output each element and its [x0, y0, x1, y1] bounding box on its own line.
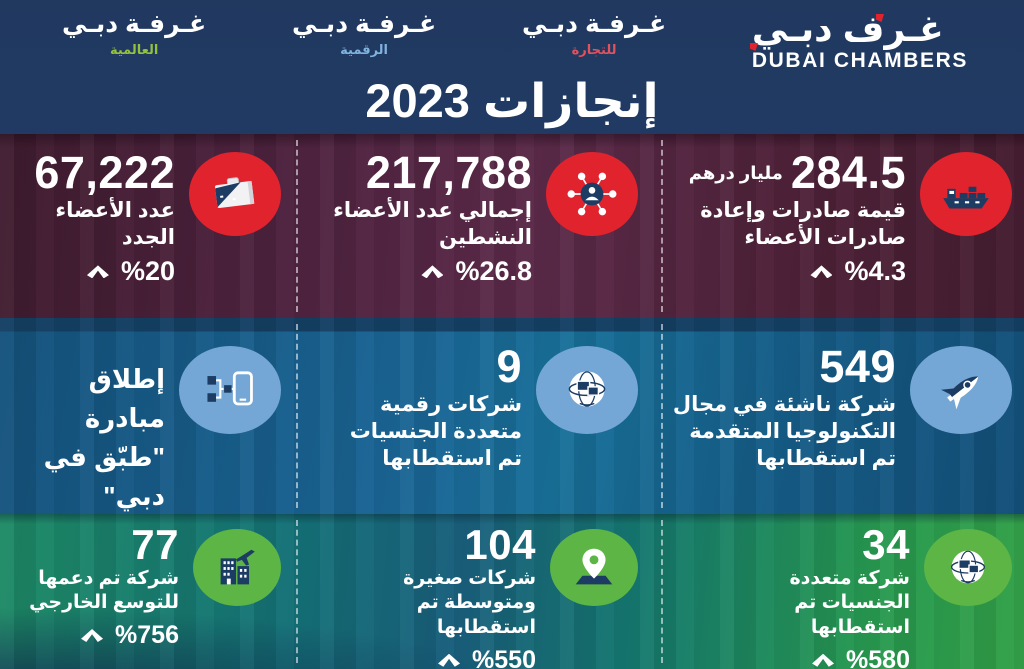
stat-value: 217,788	[365, 147, 532, 198]
change-percent: %20	[120, 256, 175, 287]
rocket-icon	[910, 346, 1012, 434]
stat-label: الجنسيات تم	[794, 592, 910, 614]
stat-value: 284.5	[790, 147, 906, 198]
column-divider	[296, 520, 298, 663]
change-indicator: %756	[29, 621, 179, 650]
change-indicator: %26.8	[333, 256, 532, 287]
change-percent: %26.8	[455, 256, 532, 287]
change-percent: %756	[115, 621, 179, 650]
row-membership: 67,222 عدد الأعضاء الجدد %20	[0, 134, 1024, 318]
stat-value: 104	[464, 521, 536, 568]
stat-label: عدد الأعضاء	[55, 198, 175, 222]
change-percent: %580	[846, 645, 910, 669]
logo-tagline: الرقمية	[340, 41, 389, 57]
logo-arabic-text: غـرف دبـي	[751, 8, 944, 49]
logo-dubai-chambers: غـرف دبـي DUBAI CHAMBERS	[749, 8, 968, 73]
stat-initiative: إطلاق مبادرة "طبّق في دبي"	[0, 318, 297, 514]
stat-active-members: 217,788 إجمالي عدد الأعضاء النشطين %26.8	[297, 134, 662, 318]
stat-value: 9	[496, 341, 522, 392]
logo-latin-text: DUBAI CHAMBERS	[749, 43, 968, 73]
stat-member-exports: 284.5 مليار درهم قيمة صادرات وإعادة صادر…	[662, 134, 1024, 318]
buildings-plane-icon	[193, 529, 281, 606]
page-title: إنجازات 2023	[365, 74, 659, 127]
chevron-up-icon	[421, 265, 444, 279]
stat-value-line: 284.5 مليار درهم	[688, 147, 906, 198]
stat-digital-companies: 9 شركات رقمية متعددة الجنسيات تم استقطاب…	[297, 318, 662, 514]
logo-red-accent-icon	[749, 43, 758, 51]
stat-unit: مليار درهم	[688, 162, 783, 183]
stat-label: شركة ناشئة في مجال	[672, 392, 896, 416]
column-divider	[661, 324, 663, 508]
stat-expansion-support: 77 شركة تم دعمها للتوسع الخارجي %756	[0, 514, 297, 669]
stat-label: للتوسع الخارجي	[29, 592, 179, 614]
cargo-ship-icon	[920, 152, 1012, 236]
stat-label: متعددة الجنسيات	[349, 420, 522, 444]
stat-label: تم استقطابها	[756, 447, 896, 471]
column-divider	[296, 324, 298, 508]
stat-label: شركات صغيرة	[403, 567, 536, 589]
stat-label: استقطابها	[810, 617, 910, 639]
stat-label: الجدد	[121, 226, 175, 250]
logo-arabic-text: غـرفـة دبـي	[521, 10, 667, 38]
stat-value: 549	[819, 341, 896, 392]
row-digital-economy: إطلاق مبادرة "طبّق في دبي" 9 شركات رقمية…	[0, 318, 1024, 514]
header: غـرفـة دبـي العالمية غـرفـة دبـي الرقمية…	[0, 0, 1024, 134]
column-divider	[661, 520, 663, 663]
stat-value: 67,222	[34, 147, 175, 198]
stat-label: شركة متعددة	[789, 567, 910, 589]
stat-tech-startups: 549 شركة ناشئة في مجال التكنولوجيا المتق…	[662, 318, 1024, 514]
globe-screens-icon	[924, 529, 1012, 606]
stat-value: 77	[131, 521, 179, 568]
network-icon	[546, 152, 638, 236]
stat-label: تم استقطابها	[382, 447, 522, 471]
change-percent: %4.3	[844, 256, 906, 287]
stat-label: التكنولوجيا المتقدمة	[689, 420, 896, 444]
stat-value: 34	[862, 521, 910, 568]
stat-new-members: 67,222 عدد الأعضاء الجدد %20	[0, 134, 297, 318]
stat-label: ومتوسطة تم	[416, 592, 536, 614]
logo-tagline: العالمية	[109, 41, 159, 57]
stat-smes-attracted: 104 شركات صغيرة ومتوسطة تم استقطابها %55…	[297, 514, 662, 669]
phone-app-icon	[179, 346, 281, 434]
stat-label: قيمة صادرات وإعادة	[700, 198, 906, 222]
stat-label: إجمالي عدد الأعضاء	[333, 198, 532, 222]
logo-dubai-commerce-chamber: غـرفـة دبـي للتجارة	[521, 10, 667, 58]
stat-label: شركات رقمية	[380, 392, 522, 416]
change-indicator: %550	[403, 646, 536, 669]
stat-label: إطلاق مبادرة	[84, 364, 165, 433]
chevron-up-icon	[810, 265, 833, 279]
logo-tagline: للتجارة	[571, 41, 617, 57]
stat-label: شركة تم دعمها	[38, 567, 179, 589]
column-divider	[661, 140, 663, 312]
briefcase-icon	[189, 152, 281, 236]
stat-label: النشطين	[439, 226, 532, 250]
chevron-up-icon	[86, 265, 109, 279]
row-business-attraction: 77 شركة تم دعمها للتوسع الخارجي %756 104	[0, 514, 1024, 669]
chevron-up-icon	[438, 653, 461, 667]
chevron-up-icon	[812, 653, 835, 667]
logo-arabic-text: غـرفـة دبـي	[291, 10, 437, 38]
logo-bar: غـرفـة دبـي العالمية غـرفـة دبـي الرقمية…	[0, 0, 1024, 73]
logo-red-accent-icon	[875, 14, 884, 22]
logo-dubai-digital-chamber: غـرفـة دبـي الرقمية	[291, 10, 437, 58]
chevron-up-icon	[81, 629, 104, 643]
change-percent: %550	[472, 645, 536, 669]
stat-multinationals-attracted: 34 شركة متعددة الجنسيات تم استقطابها %58…	[662, 514, 1024, 669]
change-indicator: %20	[34, 256, 175, 287]
map-pin-icon	[550, 529, 638, 606]
globe-screens-icon	[536, 346, 638, 434]
column-divider	[296, 140, 298, 312]
stat-label: "طبّق في دبي"	[43, 442, 165, 511]
stat-label: استقطابها	[436, 617, 536, 639]
change-indicator: %4.3	[689, 256, 906, 287]
stat-label: صادرات الأعضاء	[744, 226, 906, 250]
change-indicator: %580	[789, 646, 910, 669]
logo-arabic-text: غـرفـة دبـي	[62, 10, 207, 38]
logo-dubai-international-chamber: غـرفـة دبـي العالمية	[62, 10, 207, 58]
